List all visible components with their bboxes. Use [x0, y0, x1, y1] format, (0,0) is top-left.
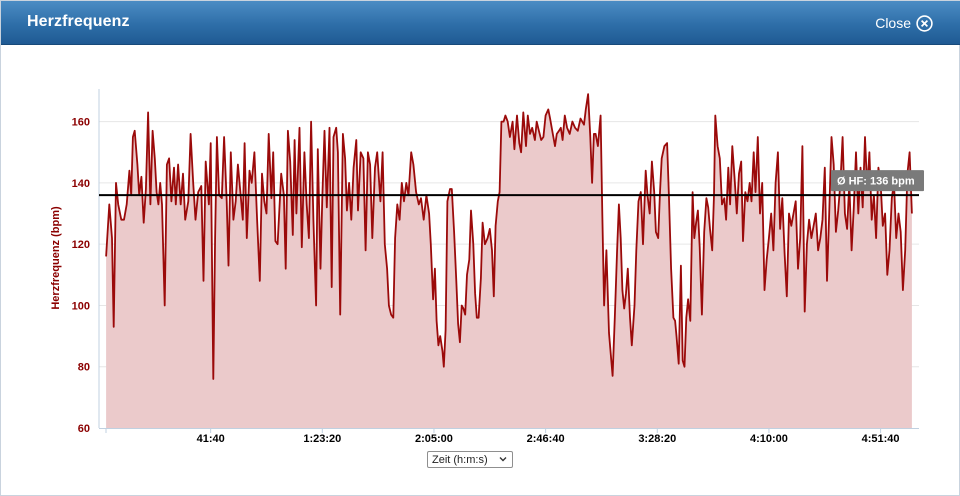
y-tick-label: 60: [78, 423, 90, 435]
y-tick-label: 140: [72, 178, 90, 190]
heart-rate-line: [105, 93, 913, 380]
heart-rate-area: [106, 94, 912, 428]
y-axis-title: Herzfrequenz (bpm): [50, 206, 62, 310]
x-tick-label: 4:51:40: [862, 433, 900, 445]
x-axis-select[interactable]: Zeit (h:m:s): [427, 451, 513, 468]
x-axis-select-value: Zeit (h:m:s): [432, 453, 488, 466]
chevron-down-icon: [499, 457, 507, 462]
y-axis-ticks: 60 80 100 120 140 160: [72, 117, 90, 435]
x-tick-label: 2:05:00: [415, 433, 453, 445]
heart-rate-chart: 60 80 100 120 140 160 41:40 1:23:20 2:05:00 2:46…: [50, 89, 924, 445]
x-tick-label: 41:40: [197, 433, 225, 445]
dialog-title: Herzfrequenz: [27, 13, 130, 30]
average-label-text: Ø HF: 136 bpm: [837, 176, 915, 188]
chart-axes: [98, 89, 919, 429]
x-tick-label: 4:10:00: [750, 433, 788, 445]
close-button[interactable]: Close: [875, 13, 933, 33]
average-label-bg: [831, 170, 924, 192]
x-axis-ticks: 41:40 1:23:20 2:05:00 2:46:40 3:28:20 4:10:00…: [105, 428, 900, 445]
y-tick-label: 100: [72, 300, 90, 312]
x-tick-label: 3:28:20: [638, 433, 676, 445]
y-tick-label: 80: [78, 362, 90, 374]
dialog-titlebar: Herzfrequenz Close: [1, 1, 960, 45]
average-label: Ø HF: 136 bpm: [831, 170, 924, 192]
x-tick-label: 1:23:20: [303, 433, 341, 445]
y-tick-label: 160: [72, 117, 90, 129]
x-tick-label: 2:46:40: [527, 433, 565, 445]
close-circle-icon: [916, 14, 933, 32]
y-tick-label: 120: [72, 239, 90, 251]
close-label: Close: [875, 15, 911, 31]
